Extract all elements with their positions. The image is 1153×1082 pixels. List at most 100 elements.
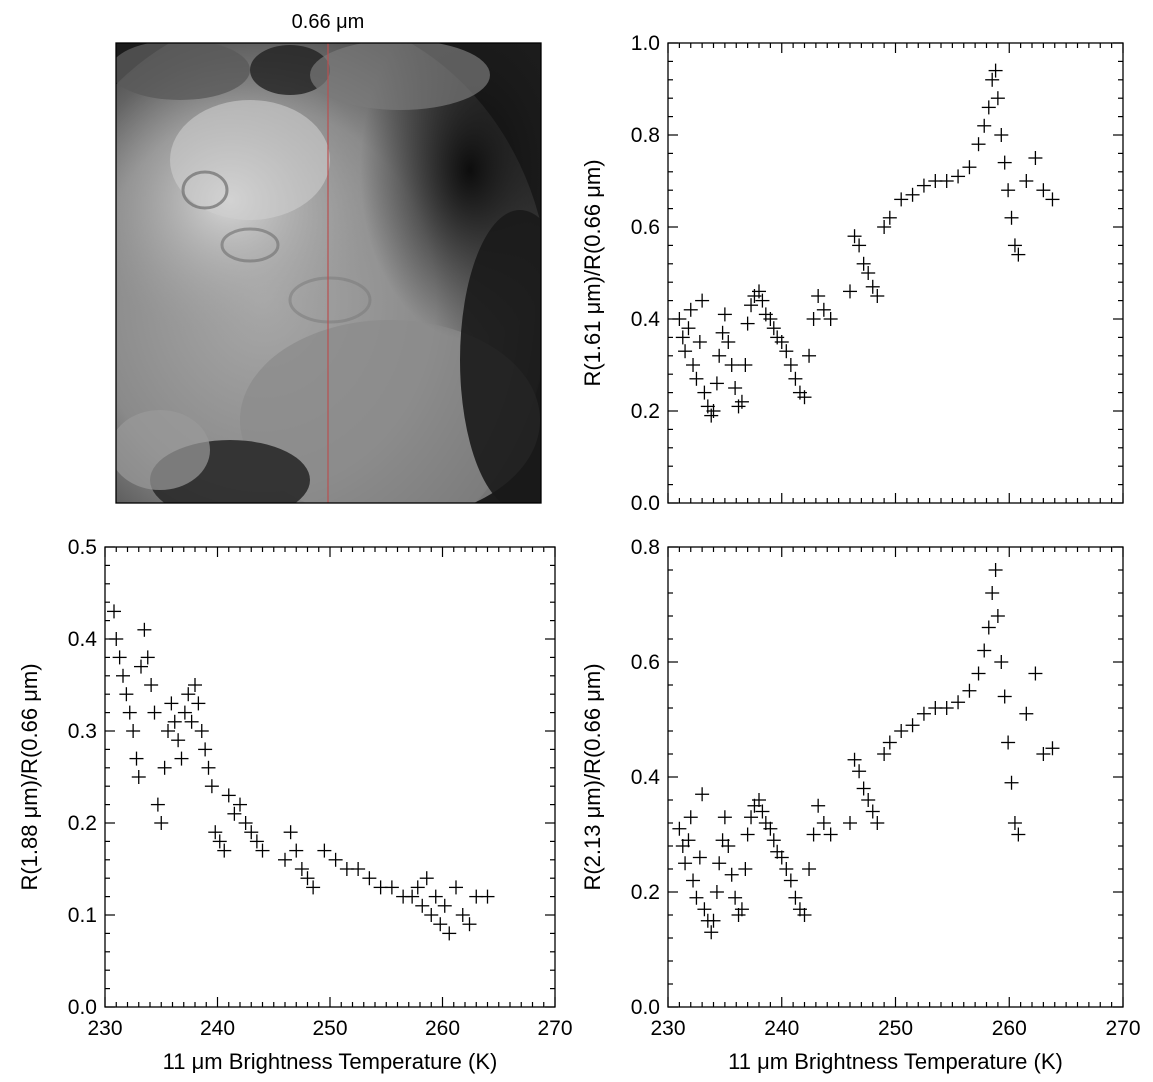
data-point xyxy=(951,695,966,710)
data-point xyxy=(147,705,162,720)
data-point xyxy=(724,358,739,372)
data-point xyxy=(1011,827,1026,842)
data-point xyxy=(150,797,165,812)
data-point xyxy=(763,821,778,836)
data-point xyxy=(985,586,1000,600)
data-point xyxy=(107,604,121,619)
x-tick-label: 270 xyxy=(1105,1017,1140,1040)
data-point xyxy=(990,91,1005,106)
y-tick-label: 1.0 xyxy=(631,32,660,55)
x-tick-label: 260 xyxy=(992,1017,1027,1040)
data-point xyxy=(1001,735,1016,750)
data-point xyxy=(939,174,954,188)
data-point xyxy=(1019,174,1034,188)
data-point xyxy=(882,210,897,225)
x-axis-label: 11 μm Brightness Temperature (K) xyxy=(163,1049,498,1074)
data-point xyxy=(167,714,182,729)
data-point xyxy=(157,760,172,775)
data-point xyxy=(1045,192,1060,207)
data-point xyxy=(852,764,867,779)
data-point xyxy=(916,706,931,721)
data-point xyxy=(462,917,477,932)
data-point xyxy=(905,718,920,733)
data-point xyxy=(797,908,812,922)
data-point xyxy=(689,371,704,386)
data-point xyxy=(362,871,377,886)
data-point xyxy=(134,659,148,674)
data-point xyxy=(1028,151,1043,165)
data-point xyxy=(823,827,838,842)
data-point xyxy=(1004,210,1019,225)
y-tick-label: 0.6 xyxy=(631,651,660,674)
data-point xyxy=(244,825,259,840)
data-point xyxy=(289,843,304,858)
data-point xyxy=(678,344,693,359)
data-point xyxy=(405,889,420,904)
data-point xyxy=(816,302,831,317)
data-point xyxy=(843,284,857,299)
data-point xyxy=(255,843,270,858)
y-tick-label: 0.8 xyxy=(631,124,660,147)
data-point xyxy=(802,862,817,876)
data-point xyxy=(712,348,727,363)
data-point xyxy=(877,747,892,761)
data-point xyxy=(317,843,332,858)
data-points xyxy=(672,63,1060,423)
y-tick-label: 0.8 xyxy=(631,536,660,559)
data-point xyxy=(766,833,781,848)
data-point xyxy=(227,806,242,821)
data-point xyxy=(905,187,920,202)
y-tick-label: 0.2 xyxy=(631,881,660,904)
data-point xyxy=(140,650,155,665)
data-point xyxy=(683,302,698,317)
data-point xyxy=(728,381,743,395)
data-point xyxy=(428,889,443,904)
y-tick-label: 0.0 xyxy=(68,996,97,1019)
data-point xyxy=(988,63,1003,78)
data-point xyxy=(843,816,857,830)
data-point xyxy=(717,307,732,322)
data-point xyxy=(328,852,343,867)
data-point xyxy=(689,890,704,905)
data-point xyxy=(181,687,196,702)
data-points xyxy=(107,604,495,941)
data-point xyxy=(806,312,821,326)
data-point xyxy=(437,898,452,913)
data-point xyxy=(811,798,826,813)
data-point xyxy=(221,788,236,803)
data-point xyxy=(706,913,721,928)
data-point xyxy=(985,72,1000,87)
data-point xyxy=(704,925,719,940)
scatter-plot-bottom-right: 0.0 0.2 0.4 0.6 0.8 230 240 250 260 270 11 μm Brig… xyxy=(580,536,1141,1074)
data-point xyxy=(697,385,712,400)
data-point xyxy=(788,890,803,905)
data-point xyxy=(715,833,730,848)
data-point xyxy=(852,238,867,253)
data-point xyxy=(1045,741,1060,756)
data-point xyxy=(1004,775,1019,790)
plot-frame xyxy=(667,42,1124,504)
data-point xyxy=(686,873,701,888)
data-point xyxy=(1007,816,1022,830)
data-point xyxy=(752,284,766,299)
data-point xyxy=(847,229,862,244)
data-point xyxy=(877,220,892,234)
data-point xyxy=(1036,183,1051,198)
data-point xyxy=(675,839,690,853)
data-point xyxy=(783,873,798,888)
x-tick-label: 230 xyxy=(650,1017,685,1040)
data-point xyxy=(212,834,227,849)
scatter-plot-bottom-left: 0.0 0.1 0.2 0.3 0.4 0.5 230 240 250 260 270 11 μm B… xyxy=(17,536,573,1074)
data-point xyxy=(882,735,897,750)
data-point xyxy=(129,751,144,766)
data-point xyxy=(306,880,321,895)
data-point xyxy=(433,917,448,932)
data-point xyxy=(916,178,931,193)
data-point xyxy=(977,118,992,133)
y-tick-label: 0.0 xyxy=(631,996,660,1019)
data-point xyxy=(675,330,690,345)
y-tick-label: 0.4 xyxy=(631,308,661,331)
data-point xyxy=(774,850,789,865)
data-point xyxy=(449,880,463,895)
data-point xyxy=(191,696,206,711)
